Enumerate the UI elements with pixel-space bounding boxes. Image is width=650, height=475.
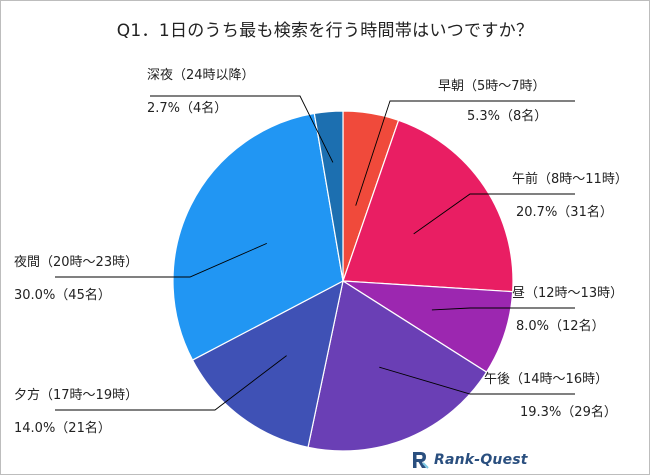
leader-line-4 [379,366,575,395]
brand-name: Rank-Quest [434,452,528,468]
rank-quest-logo-icon [413,452,429,469]
leader-line-5 [55,355,287,411]
slice-label-value-5: 14.0%（21名） [14,420,111,436]
leader-line-3 [431,307,575,311]
slice-label-value-1: 5.3%（8名） [467,108,547,124]
pie-slice-2 [342,119,514,293]
pie-slice-5 [191,279,344,449]
slice-label-name-4: 午後（14時～16時） [484,372,608,387]
leader-line-7 [150,95,334,163]
pie-labels: 早朝（5時～7時） 5.3%（8名） 午前（8時～11時） 20.7%（31名） 昼（1… [14,68,628,436]
leader-line-2 [413,193,575,235]
slice-label-value-7: 2.7%（4名） [147,100,227,116]
leader-line-6 [55,242,267,278]
slice-label-name-1: 早朝（5時～7時） [438,79,546,94]
pie-slices [172,110,514,452]
pie-slice-4 [307,280,488,452]
pie-slice-7 [313,110,344,282]
slice-label-value-3: 8.0%（12名） [516,318,605,334]
leader-line-1 [355,100,575,206]
slice-label-name-7: 深夜（24時以降） [147,68,255,83]
brand-logo: Rank-Quest [410,450,528,470]
slice-label-name-3: 昼（12時～13時） [512,286,623,301]
chart-title: Q1．1日のうち最も検索を行う時間帯はいつですか？ [116,21,534,41]
slice-label-value-2: 20.7%（31名） [516,204,613,220]
slice-label-value-6: 30.0%（45名） [14,287,111,303]
slice-label-name-6: 夜間（20時～23時） [14,255,138,270]
pie-slice-6 [172,112,344,361]
slice-label-value-4: 19.3%（29名） [520,404,617,420]
slice-label-name-5: 夕方（17時～19時） [14,387,138,403]
slice-label-name-2: 午前（8時～11時） [512,171,628,187]
